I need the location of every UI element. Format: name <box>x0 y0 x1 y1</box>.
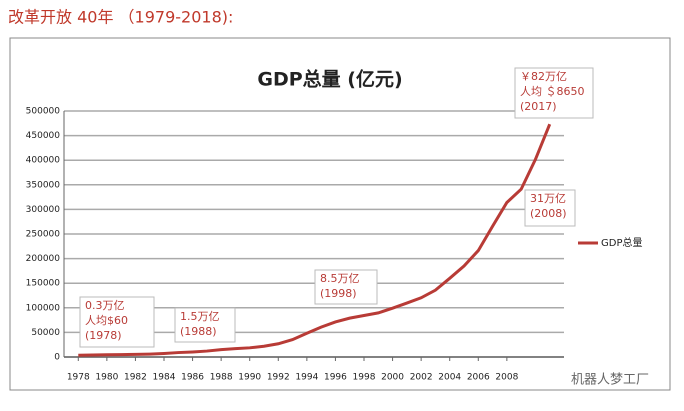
annotation-text: 0.3万亿 <box>85 299 125 312</box>
annotation-text: 8.5万亿 <box>320 272 360 285</box>
x-tick-label: 2006 <box>467 373 490 383</box>
x-tick-label: 1994 <box>295 373 318 383</box>
x-tick-label: 1986 <box>181 373 204 383</box>
annotation-box <box>314 269 378 305</box>
y-tick-label: 0 <box>54 353 60 363</box>
data-line <box>78 123 552 357</box>
y-tick-label: 200000 <box>26 254 61 264</box>
y-tick-label: 300000 <box>26 205 61 215</box>
annotation-box <box>514 67 594 119</box>
y-tick-label: 450000 <box>26 131 61 141</box>
y-tick-label: 500000 <box>26 107 61 117</box>
y-tick-label: 150000 <box>26 279 61 289</box>
x-tick-label: 2002 <box>410 373 433 383</box>
annotation-text: 人均$60 <box>85 314 128 327</box>
annotation-box <box>174 307 236 343</box>
annotation-text: (2008) <box>530 207 567 220</box>
chart-title: GDP总量 (亿元) <box>257 68 402 91</box>
annotation-text: (2017) <box>520 100 557 113</box>
annotation-text: 31万亿 <box>530 192 566 205</box>
annotation-text: (1998) <box>320 287 357 300</box>
x-tick-label: 1982 <box>124 373 147 383</box>
annotation-text: (1978) <box>85 329 122 342</box>
annotation-text: 1.5万亿 <box>180 310 220 323</box>
y-tick-label: 250000 <box>26 230 61 240</box>
watermark: 机器人梦工厂 <box>571 373 649 388</box>
x-tick-label: 1988 <box>210 373 233 383</box>
legend-label: GDP总量 <box>601 236 642 249</box>
annotation-text: (1988) <box>180 325 217 338</box>
x-tick-label: 1990 <box>238 373 261 383</box>
y-tick-label: 400000 <box>26 156 61 166</box>
y-tick-label: 50000 <box>31 328 60 338</box>
annotation-box <box>79 296 155 348</box>
annotation-text: 人均 ＄8650 <box>520 84 585 98</box>
x-tick-label: 2008 <box>495 373 518 383</box>
y-tick-label: 350000 <box>26 180 61 190</box>
annotation-box <box>524 189 576 227</box>
annotation-text: ￥82万亿 <box>520 70 567 83</box>
y-tick-label: 100000 <box>26 303 61 313</box>
x-tick-label: 1980 <box>95 373 118 383</box>
x-tick-label: 2004 <box>438 373 461 383</box>
x-tick-label: 1996 <box>324 373 347 383</box>
x-tick-label: 1998 <box>353 373 376 383</box>
x-tick-label: 1992 <box>267 373 290 383</box>
header-title: 改革开放 40年 （1979-2018): <box>8 8 233 27</box>
x-tick-label: 1984 <box>153 373 176 383</box>
x-tick-label: 1978 <box>67 373 90 383</box>
x-tick-label: 2000 <box>381 373 404 383</box>
